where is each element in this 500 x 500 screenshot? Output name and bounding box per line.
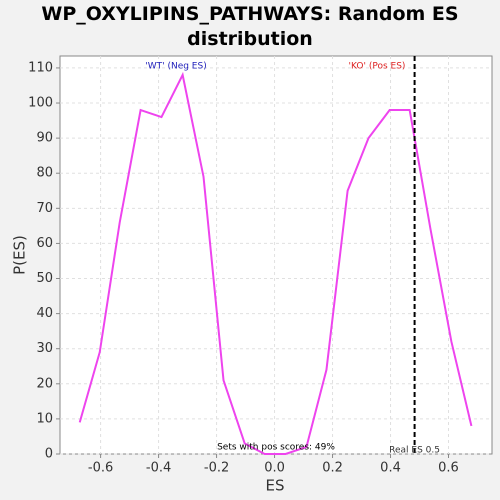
annotation-pos-scores: Sets with pos scores: 49% [217,443,335,453]
x-tick-label: 0.0 [264,461,285,476]
y-tick-label: 80 [36,166,53,181]
x-tick-label: -0.4 [146,461,171,476]
y-tick-label: 70 [36,201,53,216]
x-axis-label: ES [266,477,285,495]
real-es-label: Real ES 0.5 [389,446,440,456]
x-tick-label: -0.6 [88,461,113,476]
x-tick-label: 0.6 [438,461,459,476]
line-series [78,71,473,455]
y-tick-label: 110 [28,60,53,75]
x-tick-label: -0.2 [204,461,229,476]
y-tick-label: 50 [36,271,53,286]
annotation-neg: 'WT' (Neg ES) [145,62,206,72]
y-tick-label: 60 [36,236,53,251]
chart-title: WP_OXYLIPINS_PATHWAYS: Random ES distrib… [41,3,459,50]
annotation-pos: 'KO' (Pos ES) [349,62,406,72]
y-tick-label: 30 [36,341,53,356]
plot-area [59,55,493,455]
y-tick-label: 20 [36,376,53,391]
y-tick-label: 40 [36,306,53,321]
y-tick-label: 90 [36,131,53,146]
y-tick-label: 100 [28,96,53,111]
y-axis-label: P(ES) [11,235,29,275]
x-tick-label: 0.4 [380,461,401,476]
y-tick-label: 0 [45,447,53,462]
x-tick-label: 0.2 [322,461,343,476]
y-tick-label: 10 [36,411,53,426]
